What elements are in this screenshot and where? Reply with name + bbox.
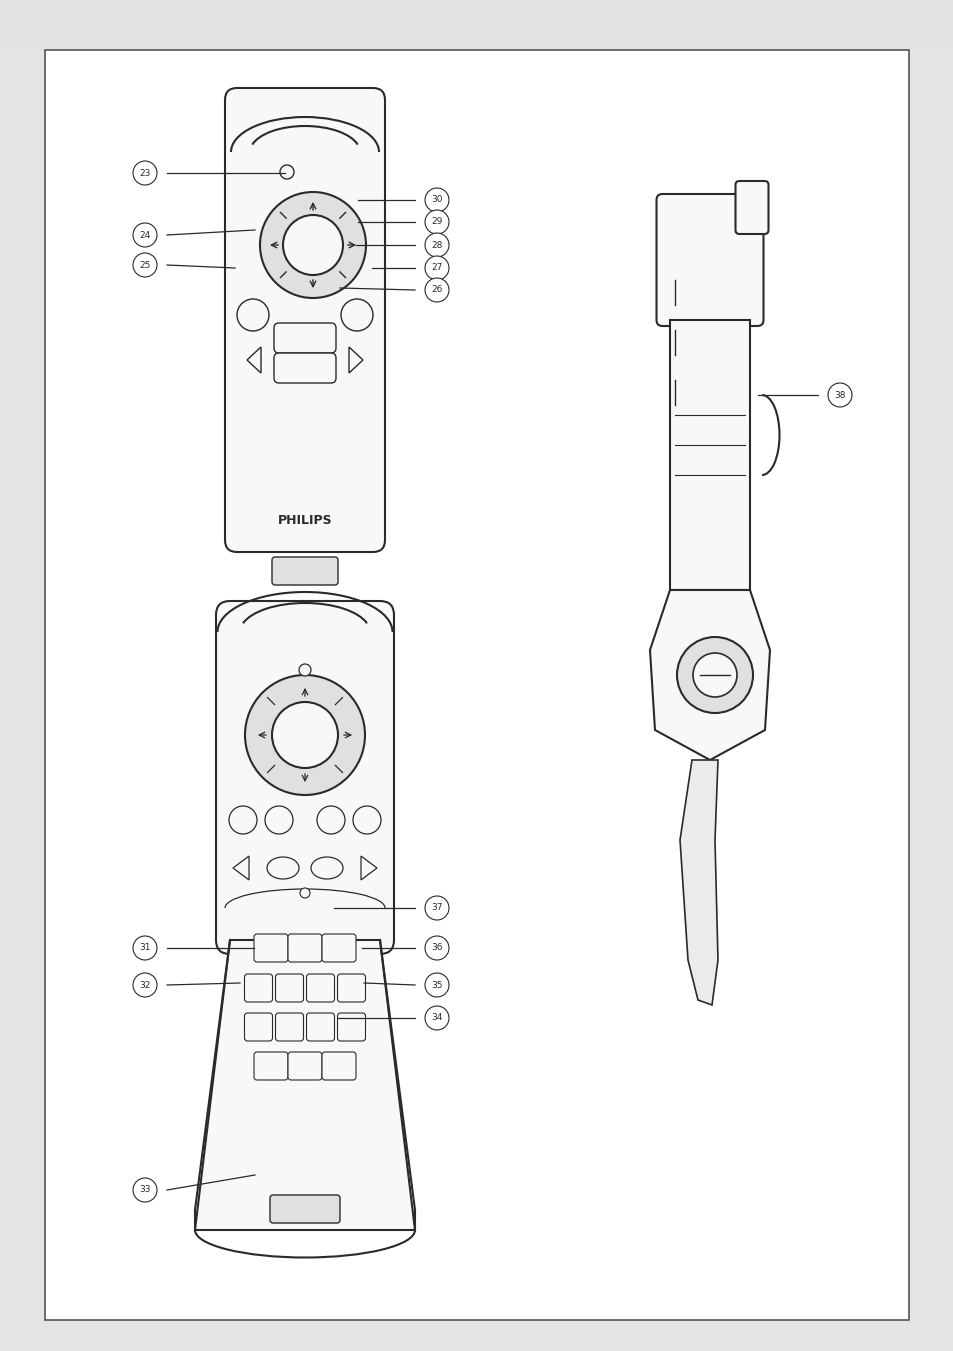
FancyBboxPatch shape — [322, 934, 355, 962]
Circle shape — [260, 192, 366, 299]
FancyBboxPatch shape — [274, 323, 335, 353]
Circle shape — [236, 299, 269, 331]
Text: 35: 35 — [431, 981, 442, 989]
FancyBboxPatch shape — [272, 557, 337, 585]
Circle shape — [272, 703, 337, 767]
FancyBboxPatch shape — [270, 1196, 339, 1223]
Circle shape — [280, 165, 294, 178]
Text: 32: 32 — [139, 981, 151, 989]
Circle shape — [229, 807, 256, 834]
Circle shape — [424, 1006, 449, 1029]
Circle shape — [316, 807, 345, 834]
Polygon shape — [194, 940, 415, 1229]
Circle shape — [424, 278, 449, 303]
Polygon shape — [233, 857, 249, 880]
Circle shape — [424, 232, 449, 257]
FancyBboxPatch shape — [253, 1052, 288, 1079]
Bar — [0, 0, 953, 50]
Circle shape — [424, 896, 449, 920]
Text: 37: 37 — [431, 904, 442, 912]
FancyBboxPatch shape — [244, 1013, 273, 1042]
Circle shape — [132, 223, 157, 247]
FancyBboxPatch shape — [253, 934, 288, 962]
Circle shape — [132, 936, 157, 961]
Polygon shape — [349, 347, 363, 373]
Circle shape — [283, 215, 343, 276]
Text: 26: 26 — [431, 285, 442, 295]
Text: 30: 30 — [431, 196, 442, 204]
FancyBboxPatch shape — [337, 974, 365, 1002]
Bar — [669, 320, 749, 590]
Polygon shape — [679, 761, 718, 1005]
FancyBboxPatch shape — [288, 934, 322, 962]
Circle shape — [132, 973, 157, 997]
FancyBboxPatch shape — [735, 181, 768, 234]
Text: 31: 31 — [139, 943, 151, 952]
Circle shape — [424, 936, 449, 961]
Circle shape — [692, 653, 737, 697]
FancyBboxPatch shape — [275, 1013, 303, 1042]
Circle shape — [298, 663, 311, 676]
Circle shape — [424, 973, 449, 997]
Circle shape — [340, 299, 373, 331]
Text: 38: 38 — [833, 390, 845, 400]
Text: 27: 27 — [431, 263, 442, 273]
Text: 36: 36 — [431, 943, 442, 952]
Circle shape — [353, 807, 380, 834]
FancyBboxPatch shape — [225, 88, 385, 553]
Text: PHILIPS: PHILIPS — [277, 513, 332, 527]
Circle shape — [424, 209, 449, 234]
Circle shape — [245, 676, 365, 794]
Circle shape — [299, 888, 310, 898]
Ellipse shape — [311, 857, 343, 880]
Circle shape — [132, 161, 157, 185]
Polygon shape — [649, 590, 769, 761]
FancyBboxPatch shape — [306, 1013, 335, 1042]
Text: 33: 33 — [139, 1185, 151, 1194]
Polygon shape — [360, 857, 376, 880]
Text: 34: 34 — [431, 1013, 442, 1023]
Circle shape — [265, 807, 293, 834]
Text: 24: 24 — [139, 231, 151, 239]
Polygon shape — [247, 347, 261, 373]
FancyBboxPatch shape — [322, 1052, 355, 1079]
Text: 29: 29 — [431, 218, 442, 227]
Text: 25: 25 — [139, 261, 151, 269]
FancyBboxPatch shape — [275, 974, 303, 1002]
Circle shape — [677, 638, 752, 713]
Circle shape — [424, 188, 449, 212]
FancyBboxPatch shape — [274, 353, 335, 382]
FancyBboxPatch shape — [215, 601, 394, 954]
Circle shape — [132, 253, 157, 277]
FancyBboxPatch shape — [656, 195, 762, 326]
Circle shape — [424, 255, 449, 280]
FancyBboxPatch shape — [244, 974, 273, 1002]
FancyBboxPatch shape — [306, 974, 335, 1002]
Text: 28: 28 — [431, 240, 442, 250]
FancyBboxPatch shape — [337, 1013, 365, 1042]
Ellipse shape — [267, 857, 298, 880]
Circle shape — [827, 382, 851, 407]
Text: 23: 23 — [139, 169, 151, 177]
FancyBboxPatch shape — [288, 1052, 322, 1079]
Circle shape — [132, 1178, 157, 1202]
